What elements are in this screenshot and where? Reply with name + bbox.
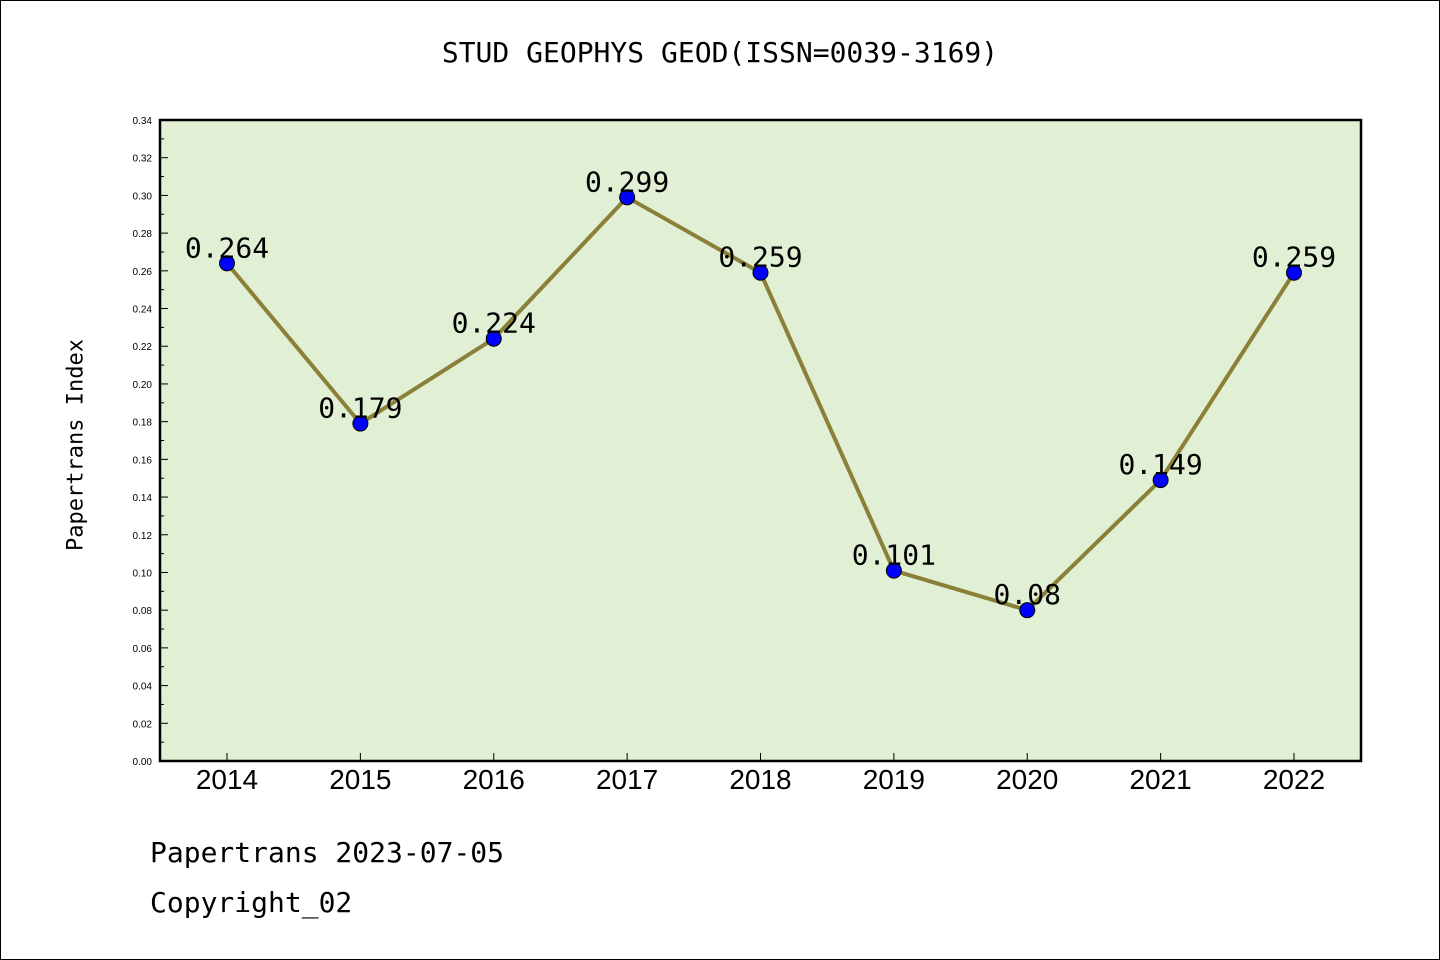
- data-label: 0.259: [718, 241, 802, 274]
- x-tick-label: 2018: [729, 764, 791, 795]
- data-point: [1152, 472, 1169, 489]
- data-point: [219, 255, 235, 272]
- x-tick-label: 2015: [329, 764, 391, 795]
- y-tick-label: 0.06: [133, 644, 153, 655]
- chart-title: STUD GEOPHYS GEOD(ISSN=0039-3169): [441, 36, 999, 69]
- y-tick-label: 0.28: [133, 229, 153, 240]
- plot-border: [158, 118, 1363, 763]
- data-point: [1286, 264, 1302, 281]
- y-tick-label: 0.24: [133, 305, 153, 316]
- data-label: 0.08: [994, 578, 1061, 611]
- y-tick-label: 0.10: [133, 568, 153, 579]
- data-point: [352, 415, 369, 432]
- y-tick-label: 0.32: [133, 154, 153, 165]
- y-tick-label: 0.14: [133, 493, 153, 504]
- footer-copyright: Copyright_02: [150, 886, 353, 919]
- data-label: 0.259: [1252, 241, 1336, 274]
- data-point: [485, 330, 502, 347]
- y-tick-label: 0.18: [133, 418, 153, 429]
- data-label: 0.179: [318, 392, 402, 425]
- data-point: [752, 264, 769, 281]
- data-label: 0.101: [852, 539, 936, 572]
- footer-date: Papertrans 2023-07-05: [150, 836, 505, 869]
- x-tick-label: 2020: [996, 764, 1058, 795]
- y-tick-label: 0.02: [133, 719, 153, 730]
- data-point: [619, 189, 636, 206]
- x-tick-label: 2016: [463, 764, 525, 795]
- x-tick-label: 2022: [1263, 764, 1325, 795]
- y-tick-label: 0.34: [133, 116, 153, 127]
- y-tick-label: 0.00: [133, 757, 153, 768]
- y-tick-label: 0.20: [133, 380, 153, 391]
- data-label: 0.224: [452, 307, 536, 340]
- plot-area: [160, 120, 1361, 761]
- data-label: 0.264: [185, 231, 269, 264]
- data-point: [885, 562, 902, 579]
- y-tick-label: 0.22: [133, 342, 153, 353]
- x-tick-label: 2021: [1129, 764, 1191, 795]
- x-tick-label: 2017: [596, 764, 658, 795]
- y-tick-label: 0.08: [133, 606, 153, 617]
- x-tick-label: 2019: [863, 764, 925, 795]
- y-tick-label: 0.04: [133, 682, 153, 693]
- y-tick-label: 0.30: [133, 191, 153, 202]
- y-tick-label: 0.26: [133, 267, 153, 278]
- data-label: 0.299: [585, 165, 669, 198]
- data-point: [1019, 602, 1036, 619]
- y-tick-label: 0.16: [133, 455, 153, 466]
- y-tick-label: 0.12: [133, 531, 153, 542]
- data-label: 0.149: [1118, 448, 1202, 481]
- x-tick-label: 2014: [196, 764, 258, 795]
